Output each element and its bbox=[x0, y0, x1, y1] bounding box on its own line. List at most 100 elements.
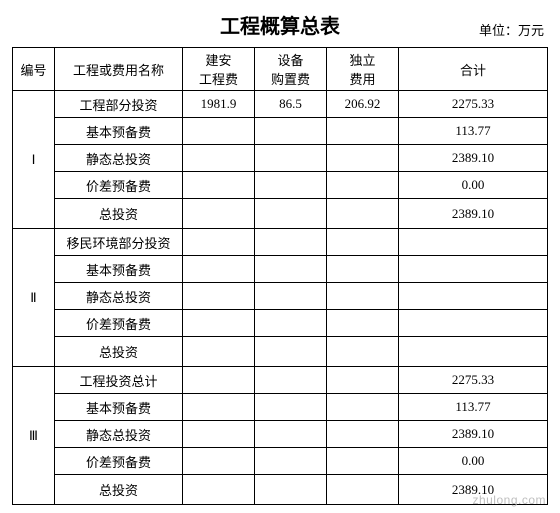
cell-name: 基本预备费 bbox=[55, 256, 183, 283]
cell-v1 bbox=[183, 229, 255, 256]
cell-v2 bbox=[255, 448, 327, 475]
table-header-row: 编号 工程或费用名称 建安工程费 设备购置费 独立费用 合计 bbox=[13, 48, 548, 91]
table-row: 价差预备费 0.00 bbox=[13, 172, 548, 199]
table-row: 价差预备费 bbox=[13, 310, 548, 337]
cell-total bbox=[399, 310, 548, 337]
cell-v1 bbox=[183, 367, 255, 394]
cell-v3 bbox=[327, 199, 399, 229]
cell-v3 bbox=[327, 367, 399, 394]
table-row: Ⅱ移民环境部分投资 bbox=[13, 229, 548, 256]
cell-v2 bbox=[255, 118, 327, 145]
cell-total bbox=[399, 256, 548, 283]
cell-name: 静态总投资 bbox=[55, 145, 183, 172]
cell-name: 价差预备费 bbox=[55, 310, 183, 337]
cell-v3 bbox=[327, 145, 399, 172]
col-header-total: 合计 bbox=[399, 48, 548, 91]
cell-v3 bbox=[327, 448, 399, 475]
cell-v2 bbox=[255, 310, 327, 337]
cell-total bbox=[399, 337, 548, 367]
cell-v2 bbox=[255, 337, 327, 367]
cell-v3 bbox=[327, 283, 399, 310]
cell-v2 bbox=[255, 367, 327, 394]
table-row: 基本预备费 bbox=[13, 256, 548, 283]
cell-v2 bbox=[255, 256, 327, 283]
cell-v1: 1981.9 bbox=[183, 91, 255, 118]
cell-v2 bbox=[255, 283, 327, 310]
table-row: 总投资2389.10 bbox=[13, 475, 548, 505]
estimate-table: 编号 工程或费用名称 建安工程费 设备购置费 独立费用 合计 Ⅰ工程部分投资19… bbox=[12, 47, 548, 505]
cell-name: 总投资 bbox=[55, 475, 183, 505]
cell-v1 bbox=[183, 475, 255, 505]
col-header-v1: 建安工程费 bbox=[183, 48, 255, 91]
cell-v1 bbox=[183, 310, 255, 337]
cell-v1 bbox=[183, 283, 255, 310]
cell-name: 静态总投资 bbox=[55, 283, 183, 310]
cell-v2 bbox=[255, 475, 327, 505]
cell-v3 bbox=[327, 310, 399, 337]
cell-v2 bbox=[255, 394, 327, 421]
table-row: 价差预备费0.00 bbox=[13, 448, 548, 475]
cell-name: 工程部分投资 bbox=[55, 91, 183, 118]
cell-v1 bbox=[183, 337, 255, 367]
cell-name: 总投资 bbox=[55, 199, 183, 229]
cell-v2 bbox=[255, 199, 327, 229]
table-row: 基本预备费 113.77 bbox=[13, 118, 548, 145]
col-header-id: 编号 bbox=[13, 48, 55, 91]
table-row: 总投资 2389.10 bbox=[13, 199, 548, 229]
cell-v1 bbox=[183, 172, 255, 199]
cell-v1 bbox=[183, 421, 255, 448]
cell-v2 bbox=[255, 172, 327, 199]
table-row: 静态总投资 2389.10 bbox=[13, 145, 548, 172]
cell-name: 移民环境部分投资 bbox=[55, 229, 183, 256]
table-row: 基本预备费 113.77 bbox=[13, 394, 548, 421]
section-id: Ⅲ bbox=[13, 367, 55, 505]
cell-v3 bbox=[327, 172, 399, 199]
cell-v1 bbox=[183, 448, 255, 475]
cell-v3 bbox=[327, 421, 399, 448]
cell-v1 bbox=[183, 199, 255, 229]
cell-total bbox=[399, 283, 548, 310]
cell-v3 bbox=[327, 229, 399, 256]
cell-total: 113.77 bbox=[399, 118, 548, 145]
table-row: 静态总投资 2389.10 bbox=[13, 421, 548, 448]
cell-v1 bbox=[183, 145, 255, 172]
cell-v2 bbox=[255, 421, 327, 448]
col-header-name: 工程或费用名称 bbox=[55, 48, 183, 91]
cell-name: 价差预备费 bbox=[55, 172, 183, 199]
cell-v2 bbox=[255, 145, 327, 172]
col-header-v3: 独立费用 bbox=[327, 48, 399, 91]
cell-name: 价差预备费 bbox=[55, 448, 183, 475]
cell-v1 bbox=[183, 256, 255, 283]
cell-name: 基本预备费 bbox=[55, 118, 183, 145]
cell-v3 bbox=[327, 394, 399, 421]
cell-total: 2275.33 bbox=[399, 367, 548, 394]
col-header-v2: 设备购置费 bbox=[255, 48, 327, 91]
cell-name: 静态总投资 bbox=[55, 421, 183, 448]
cell-name: 基本预备费 bbox=[55, 394, 183, 421]
section-id: Ⅱ bbox=[13, 229, 55, 367]
section-id: Ⅰ bbox=[13, 91, 55, 229]
cell-v3 bbox=[327, 256, 399, 283]
cell-v1 bbox=[183, 118, 255, 145]
cell-v3 bbox=[327, 475, 399, 505]
cell-total: 2389.10 bbox=[399, 145, 548, 172]
table-row: 总投资 bbox=[13, 337, 548, 367]
watermark: zhulong.com bbox=[472, 493, 546, 507]
cell-total bbox=[399, 229, 548, 256]
cell-total: 0.00 bbox=[399, 172, 548, 199]
table-row: Ⅲ工程投资总计2275.33 bbox=[13, 367, 548, 394]
cell-total: 2275.33 bbox=[399, 91, 548, 118]
cell-v3 bbox=[327, 337, 399, 367]
cell-v2: 86.5 bbox=[255, 91, 327, 118]
cell-total: 2389.10 bbox=[399, 421, 548, 448]
cell-name: 总投资 bbox=[55, 337, 183, 367]
cell-name: 工程投资总计 bbox=[55, 367, 183, 394]
table-row: Ⅰ工程部分投资1981.986.5206.922275.33 bbox=[13, 91, 548, 118]
unit-label: 单位：万元 bbox=[479, 20, 544, 39]
cell-v3: 206.92 bbox=[327, 91, 399, 118]
cell-total: 113.77 bbox=[399, 394, 548, 421]
cell-v1 bbox=[183, 394, 255, 421]
cell-total: 2389.10 bbox=[399, 199, 548, 229]
table-row: 静态总投资 bbox=[13, 283, 548, 310]
page-title: 工程概算总表 bbox=[220, 10, 340, 39]
